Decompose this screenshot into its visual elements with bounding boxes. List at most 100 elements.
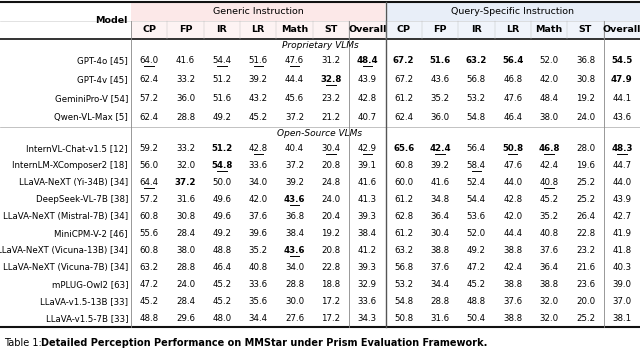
Text: 42.0: 42.0 [249, 195, 268, 204]
Text: 44.7: 44.7 [612, 161, 632, 170]
Text: 17.2: 17.2 [321, 314, 340, 323]
Text: 62.4: 62.4 [140, 75, 159, 84]
Text: 38.4: 38.4 [358, 229, 377, 238]
Text: 51.6: 51.6 [249, 56, 268, 65]
Text: 50.0: 50.0 [212, 178, 232, 187]
Text: 50.8: 50.8 [394, 314, 413, 323]
Text: 36.0: 36.0 [176, 94, 195, 103]
Text: 44.4: 44.4 [285, 75, 304, 84]
Text: 48.4: 48.4 [356, 56, 378, 65]
Text: 24.8: 24.8 [321, 178, 340, 187]
Text: GPT-4o [45]: GPT-4o [45] [77, 56, 128, 65]
Text: 38.0: 38.0 [540, 113, 559, 122]
Text: 67.2: 67.2 [394, 75, 413, 84]
Text: 45.2: 45.2 [212, 297, 232, 306]
Text: 33.2: 33.2 [176, 75, 195, 84]
Text: 41.6: 41.6 [176, 56, 195, 65]
Text: 30.4: 30.4 [321, 144, 340, 153]
Text: 44.0: 44.0 [503, 178, 522, 187]
Text: 62.4: 62.4 [140, 113, 159, 122]
Text: 30.4: 30.4 [431, 229, 449, 238]
Text: 49.2: 49.2 [212, 229, 232, 238]
Text: Detailed Perception Performance on MMStar under Prism Evaluation Framework.: Detailed Perception Performance on MMSta… [41, 338, 488, 348]
Text: 60.0: 60.0 [394, 178, 413, 187]
Text: 43.6: 43.6 [284, 246, 305, 255]
Text: 42.4: 42.4 [540, 161, 559, 170]
Text: 56.8: 56.8 [467, 75, 486, 84]
Text: 39.6: 39.6 [249, 229, 268, 238]
Text: 40.4: 40.4 [285, 144, 304, 153]
Text: 37.6: 37.6 [249, 212, 268, 221]
Text: GPT-4v [45]: GPT-4v [45] [77, 75, 128, 84]
Text: ST: ST [579, 25, 592, 34]
Text: Overall: Overall [348, 25, 387, 34]
Text: LLaVA-NeXT (Vicuna-7B) [34]: LLaVA-NeXT (Vicuna-7B) [34] [3, 263, 128, 272]
Text: 23.2: 23.2 [576, 246, 595, 255]
Text: 37.6: 37.6 [431, 263, 449, 272]
Text: 40.8: 40.8 [540, 229, 559, 238]
Text: 47.2: 47.2 [140, 280, 159, 289]
Text: Table 1:: Table 1: [4, 338, 45, 348]
Text: FP: FP [433, 25, 447, 34]
Text: 34.8: 34.8 [431, 195, 449, 204]
Text: LLaVA-NeXT (Mistral-7B) [34]: LLaVA-NeXT (Mistral-7B) [34] [3, 212, 128, 221]
Text: LLaVA-NeXT (Vicuna-13B) [34]: LLaVA-NeXT (Vicuna-13B) [34] [0, 246, 128, 255]
Text: 44.0: 44.0 [612, 178, 632, 187]
Text: 33.6: 33.6 [249, 280, 268, 289]
Text: 31.2: 31.2 [321, 56, 340, 65]
Text: 37.2: 37.2 [175, 178, 196, 187]
Bar [131, 21, 385, 39]
Text: Query-Specific Instruction: Query-Specific Instruction [451, 7, 574, 16]
Text: 38.8: 38.8 [503, 280, 522, 289]
Text: LR: LR [252, 25, 265, 34]
Text: 37.6: 37.6 [540, 246, 559, 255]
Text: 40.8: 40.8 [249, 263, 268, 272]
Text: 35.2: 35.2 [540, 212, 559, 221]
Text: 34.0: 34.0 [285, 263, 304, 272]
Text: 42.0: 42.0 [503, 212, 522, 221]
Text: 39.0: 39.0 [612, 280, 631, 289]
Text: 19.6: 19.6 [576, 161, 595, 170]
Text: 52.0: 52.0 [467, 229, 486, 238]
Text: 32.0: 32.0 [540, 314, 559, 323]
Text: 56.0: 56.0 [140, 161, 159, 170]
Text: 47.6: 47.6 [503, 94, 522, 103]
Text: 45.2: 45.2 [249, 113, 268, 122]
Text: 46.8: 46.8 [503, 75, 522, 84]
Text: 36.4: 36.4 [431, 212, 449, 221]
Text: 62.8: 62.8 [394, 212, 413, 221]
Text: 54.4: 54.4 [467, 195, 486, 204]
Text: Generic Instruction: Generic Instruction [213, 7, 303, 16]
Text: 38.0: 38.0 [176, 246, 195, 255]
Text: 53.6: 53.6 [467, 212, 486, 221]
Text: MiniCPM-V-2 [46]: MiniCPM-V-2 [46] [54, 229, 128, 238]
Text: 19.2: 19.2 [576, 94, 595, 103]
Text: 62.4: 62.4 [394, 113, 413, 122]
Text: 53.2: 53.2 [394, 280, 413, 289]
Text: 21.2: 21.2 [321, 113, 340, 122]
Text: 49.6: 49.6 [212, 195, 232, 204]
Text: 42.9: 42.9 [358, 144, 377, 153]
Text: 23.6: 23.6 [576, 280, 595, 289]
Text: 42.8: 42.8 [503, 195, 522, 204]
Text: 42.4: 42.4 [429, 144, 451, 153]
Text: CP: CP [142, 25, 156, 34]
Text: 20.8: 20.8 [321, 161, 340, 170]
Text: mPLUG-Owl2 [63]: mPLUG-Owl2 [63] [51, 280, 128, 289]
Text: 32.0: 32.0 [176, 161, 195, 170]
Text: 51.2: 51.2 [212, 75, 232, 84]
Text: 24.0: 24.0 [176, 280, 195, 289]
Text: 63.2: 63.2 [140, 263, 159, 272]
Text: 25.2: 25.2 [576, 178, 595, 187]
Text: 53.2: 53.2 [467, 94, 486, 103]
Text: Math: Math [536, 25, 563, 34]
Text: 61.2: 61.2 [394, 195, 413, 204]
Text: 26.4: 26.4 [576, 212, 595, 221]
Text: 41.6: 41.6 [431, 178, 449, 187]
Text: 60.8: 60.8 [140, 246, 159, 255]
Text: 43.2: 43.2 [249, 94, 268, 103]
Text: 40.8: 40.8 [540, 178, 559, 187]
Text: 35.6: 35.6 [249, 297, 268, 306]
Text: InternLM-XComposer2 [18]: InternLM-XComposer2 [18] [12, 161, 128, 170]
Text: 45.2: 45.2 [140, 297, 159, 306]
